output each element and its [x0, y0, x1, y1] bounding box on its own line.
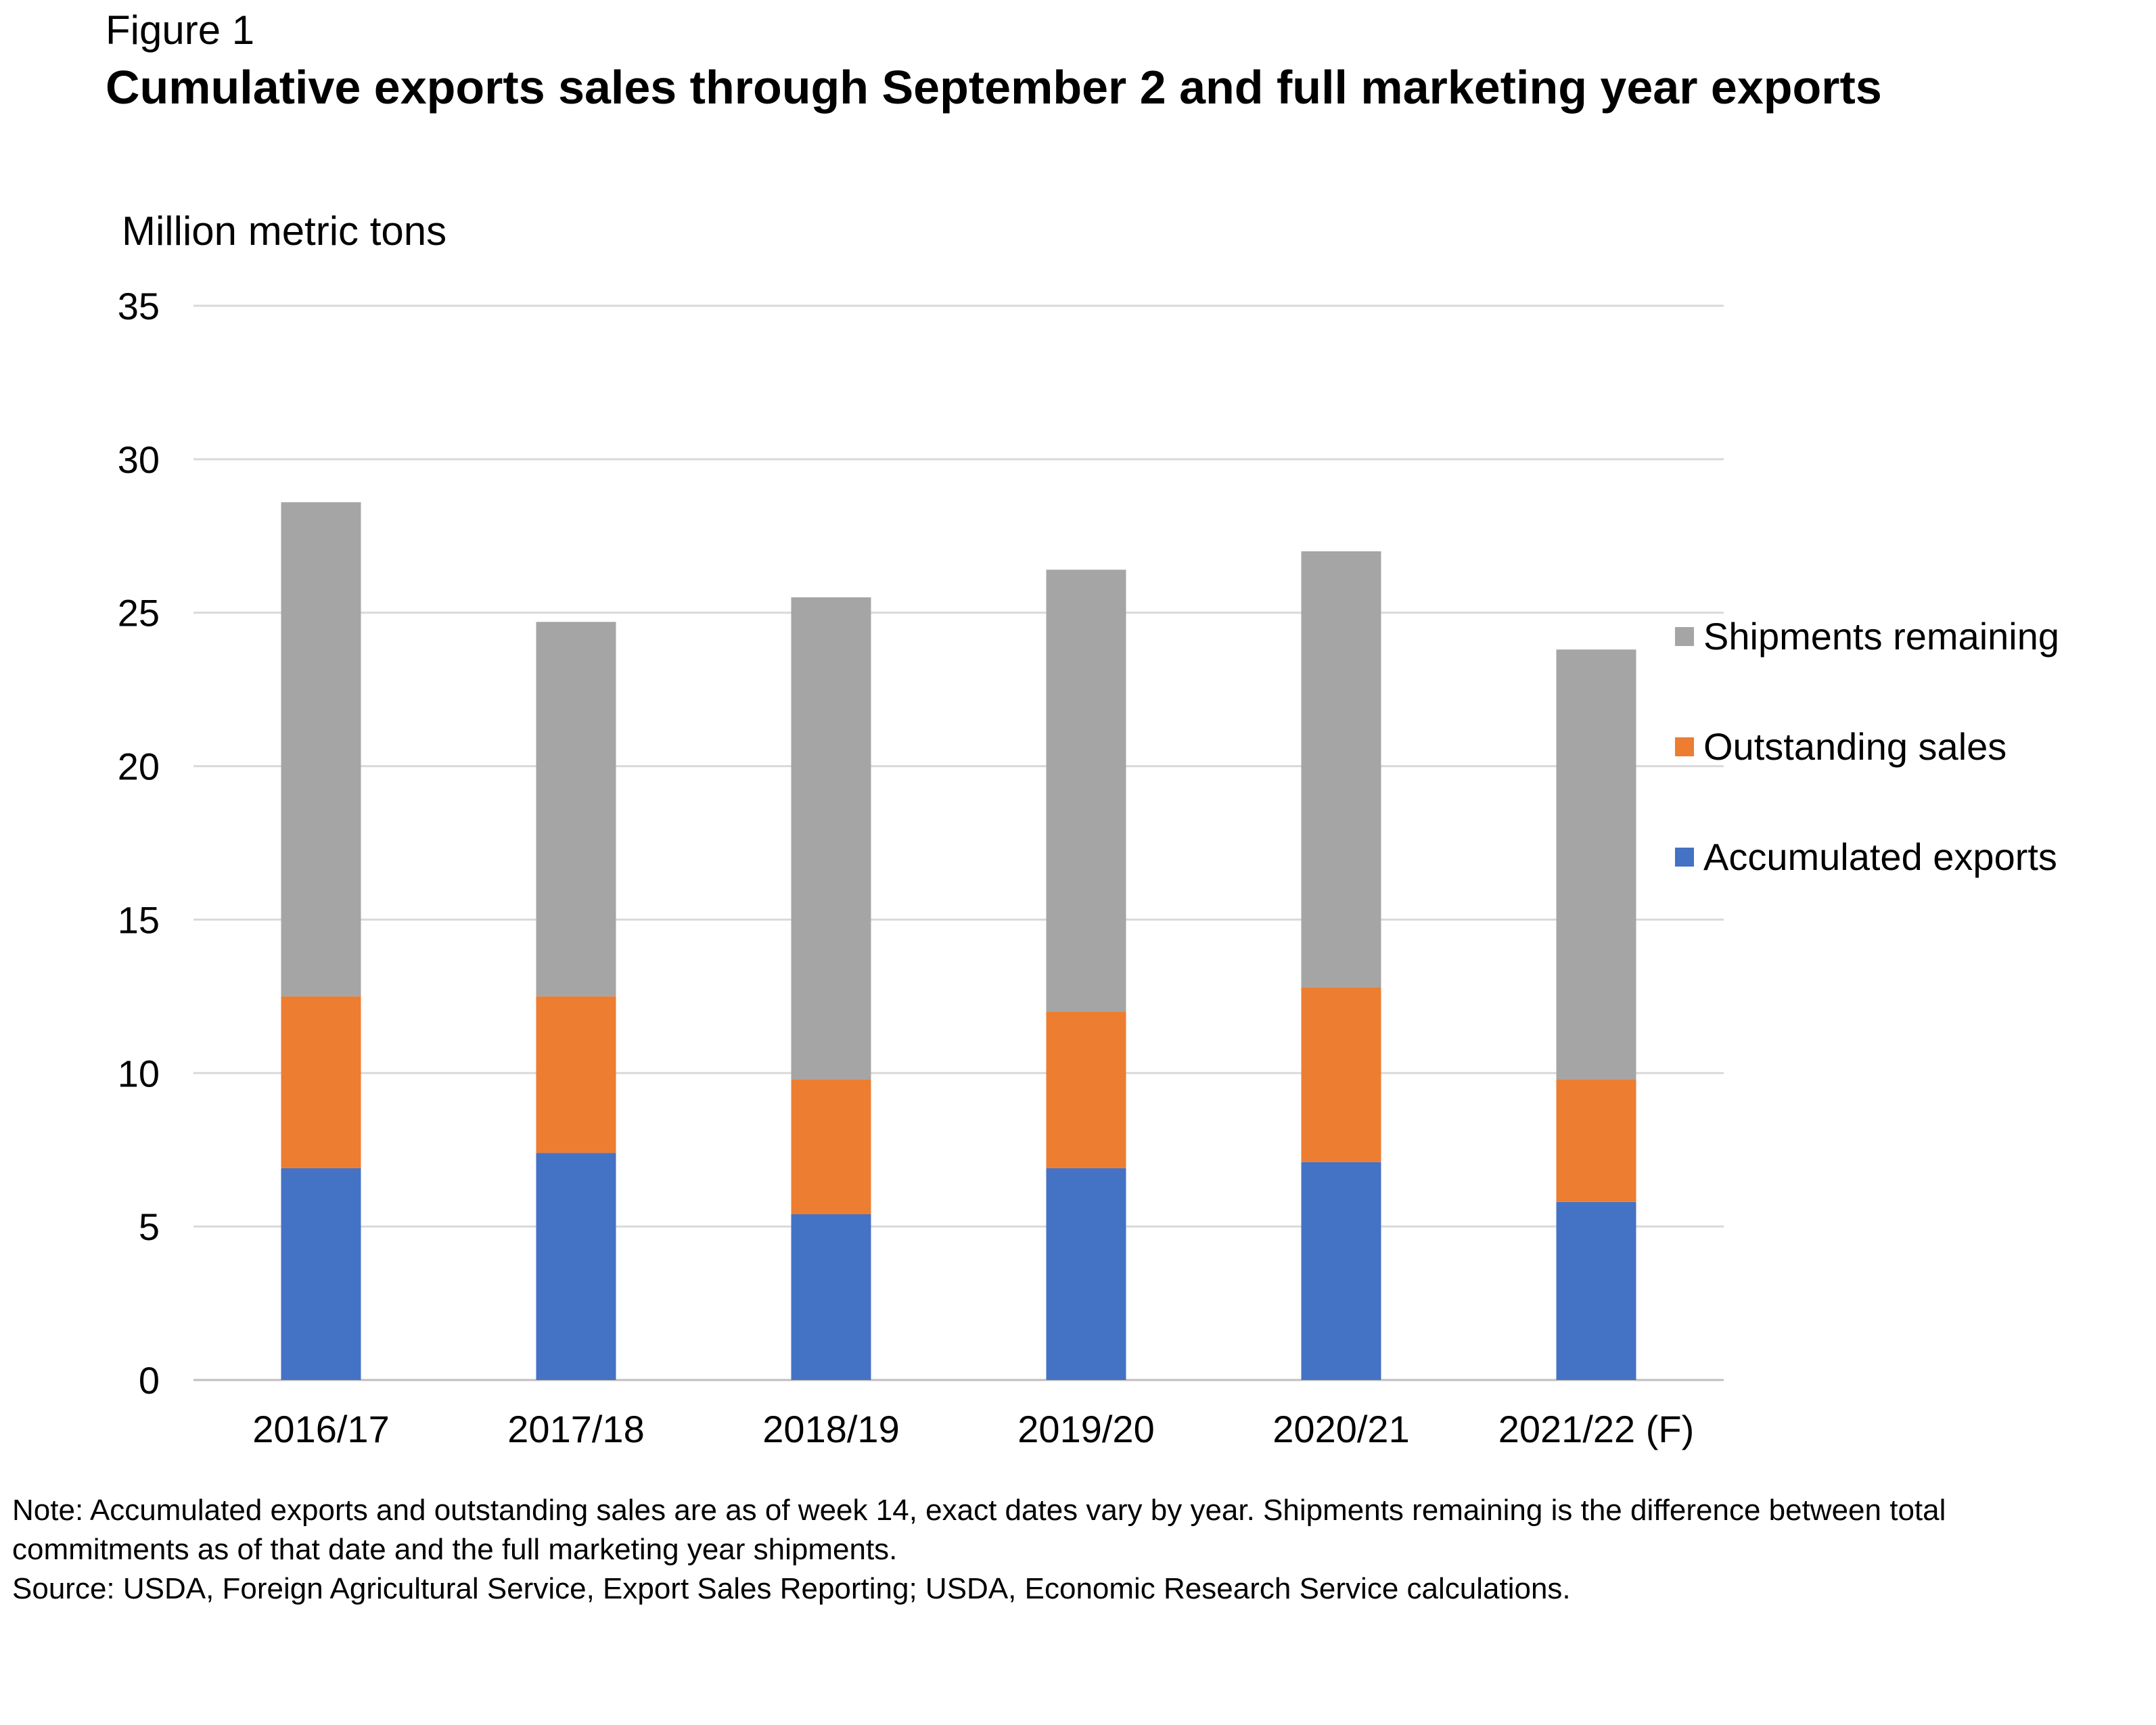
x-tick-label: 2020/21 — [1272, 1408, 1409, 1450]
x-tick-label: 2017/18 — [507, 1408, 644, 1450]
y-tick-label: 35 — [118, 285, 160, 327]
x-tick-label: 2016/17 — [252, 1408, 389, 1450]
bar-series — [281, 502, 1636, 1380]
figure-label: Figure 1 — [106, 7, 255, 53]
chart-title: Cumulative exports sales through Septemb… — [106, 61, 1882, 114]
x-tick-label: 2018/19 — [762, 1408, 899, 1450]
bar-segment — [1046, 570, 1126, 1012]
legend-swatch — [1675, 848, 1694, 867]
source-text: Source: USDA, Foreign Agricultural Servi… — [12, 1572, 1571, 1605]
bar-segment — [1046, 1011, 1126, 1168]
legend-swatch — [1675, 627, 1694, 646]
notes: Note: Accumulated exports and outstandin… — [12, 1491, 2123, 1609]
gridlines — [193, 304, 1724, 1381]
bar-segment — [791, 1214, 871, 1380]
y-tick-label: 0 — [139, 1359, 160, 1402]
y-tick-label: 25 — [118, 592, 160, 635]
bar-segment — [281, 1168, 361, 1380]
legend-label: Shipments remaining — [1703, 615, 2059, 658]
bar-segment — [1301, 551, 1381, 988]
legend-label: Accumulated exports — [1703, 835, 2057, 878]
bar-segment — [536, 622, 616, 996]
bar-segment — [281, 502, 361, 996]
y-tick-label: 20 — [118, 745, 160, 788]
bar-segment — [1556, 1079, 1636, 1202]
bar-segment — [281, 996, 361, 1168]
x-tick-label: 2021/22 (F) — [1498, 1408, 1695, 1450]
bar-segment — [536, 996, 616, 1153]
y-tick-label: 5 — [139, 1205, 160, 1248]
bar-segment — [1046, 1168, 1126, 1380]
legend-label: Outstanding sales — [1703, 725, 2006, 768]
y-tick-label: 15 — [118, 898, 160, 941]
bar-segment — [1301, 987, 1381, 1162]
y-tick-label: 10 — [118, 1052, 160, 1095]
y-tick-label: 30 — [118, 438, 160, 481]
x-axis-ticks: 2016/17 2017/18 2018/19 2019/20 2020/21 2021/… — [252, 1408, 1694, 1450]
bar-segment — [791, 597, 871, 1080]
x-tick-label: 2019/20 — [1017, 1408, 1154, 1450]
y-axis-ticks: 0 5 10 15 20 25 30 35 — [118, 285, 160, 1402]
note-text: Note: Accumulated exports and outstandin… — [12, 1494, 1946, 1566]
bar-segment — [1301, 1162, 1381, 1380]
legend: Shipments remaining Outstanding sales Accu… — [1675, 615, 2059, 878]
y-axis-label: Million metric tons — [122, 208, 446, 254]
legend-swatch — [1675, 737, 1694, 756]
bar-segment — [536, 1153, 616, 1380]
bar-segment — [1556, 1201, 1636, 1380]
bar-segment — [791, 1079, 871, 1214]
bar-segment — [1556, 649, 1636, 1080]
